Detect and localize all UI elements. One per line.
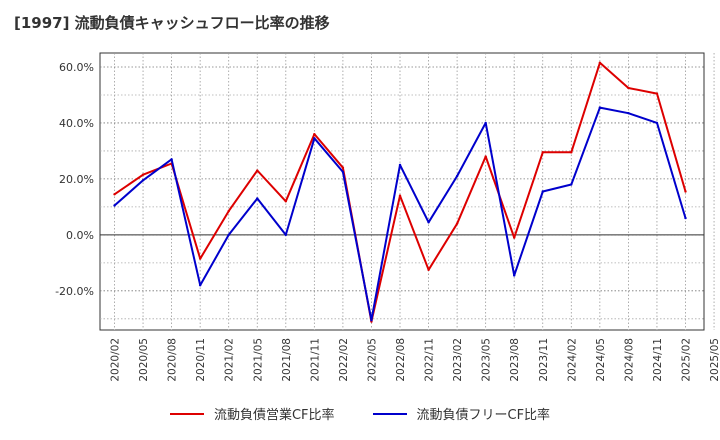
y-tick-label: 60.0% — [59, 61, 94, 74]
y-tick-label: -20.0% — [55, 285, 94, 298]
data-point-operating-cf — [427, 268, 430, 272]
x-tick-label: 2020/11 — [195, 338, 207, 382]
x-tick-label: 2023/11 — [538, 338, 550, 382]
x-tick-label: 2024/08 — [623, 338, 635, 382]
data-point-free-cf — [341, 170, 345, 174]
x-tick-label: 2020/08 — [167, 338, 179, 382]
data-point-operating-cf — [256, 169, 259, 172]
data-point-free-cf — [598, 106, 602, 109]
data-point-free-cf — [198, 284, 202, 287]
x-tick-label: 2022/05 — [366, 338, 378, 382]
x-tick-label: 2024/02 — [566, 338, 578, 382]
legend-swatch-free — [372, 412, 407, 415]
data-point-operating-cf — [513, 236, 516, 239]
x-tick-label: 2023/02 — [452, 338, 464, 382]
data-point-operating-cf — [598, 61, 602, 64]
data-point-free-cf — [256, 197, 259, 200]
data-point-operating-cf — [141, 173, 145, 176]
chart-title: [1997] 流動負債キャッシュフロー比率の推移 — [14, 14, 330, 32]
legend-label-operating: 流動負債営業CF比率 — [213, 408, 335, 423]
x-tick-label: 2022/02 — [338, 338, 350, 382]
x-tick-label: 2021/02 — [224, 338, 236, 382]
data-point-free-cf — [655, 121, 659, 125]
x-tick-label: 2022/11 — [424, 338, 436, 382]
x-tick-label: 2025/02 — [681, 338, 693, 382]
x-tick-label: 2023/08 — [509, 338, 521, 382]
data-point-operating-cf — [627, 86, 630, 90]
x-tick-label: 2025/05 — [709, 338, 720, 382]
data-point-free-cf — [427, 221, 430, 224]
data-point-free-cf — [455, 174, 459, 178]
data-point-free-cf — [541, 190, 544, 193]
data-point-operating-cf — [655, 92, 659, 95]
data-point-free-cf — [113, 204, 116, 207]
x-tick-label: 2021/08 — [281, 338, 293, 382]
x-tick-label: 2022/08 — [395, 338, 407, 382]
data-point-free-cf — [370, 319, 373, 322]
legend-item-operating: 流動負債営業CF比率 — [169, 404, 335, 423]
chart-legend: 流動負債営業CF比率 流動負債フリーCF比率 — [0, 404, 720, 423]
data-point-operating-cf — [398, 194, 402, 197]
x-tick-label: 2020/05 — [138, 338, 150, 382]
legend-label-free: 流動負債フリーCF比率 — [416, 408, 551, 423]
data-point-operating-cf — [198, 257, 202, 260]
data-point-free-cf — [170, 158, 173, 161]
data-point-operating-cf — [227, 209, 230, 213]
data-point-operating-cf — [570, 151, 573, 154]
y-tick-label: 20.0% — [59, 173, 94, 186]
plot-frame — [99, 52, 705, 331]
y-tick-label: 40.0% — [59, 117, 94, 130]
data-point-free-cf — [513, 274, 516, 277]
x-tick-label: 2021/11 — [309, 338, 321, 382]
x-tick-label: 2024/11 — [652, 338, 664, 382]
x-tick-label: 2023/05 — [481, 338, 493, 382]
data-point-free-cf — [398, 163, 402, 167]
data-point-free-cf — [627, 111, 630, 115]
data-point-operating-cf — [113, 193, 116, 196]
data-point-free-cf — [313, 137, 316, 140]
data-point-free-cf — [484, 121, 487, 125]
data-point-free-cf — [284, 233, 287, 237]
data-point-operating-cf — [684, 190, 687, 193]
legend-item-free: 流動負債フリーCF比率 — [372, 404, 551, 423]
y-tick-label: 0.0% — [66, 229, 94, 242]
x-tick-label: 2021/05 — [252, 338, 264, 382]
x-tick-label: 2024/05 — [595, 338, 607, 382]
data-point-operating-cf — [484, 155, 487, 158]
legend-swatch-operating — [169, 412, 204, 415]
data-point-operating-cf — [541, 151, 544, 154]
data-point-operating-cf — [313, 132, 316, 136]
data-point-free-cf — [141, 179, 145, 182]
data-point-free-cf — [227, 233, 230, 237]
data-point-operating-cf — [341, 166, 345, 169]
data-point-free-cf — [570, 183, 573, 186]
x-tick-label: 2020/02 — [110, 338, 122, 382]
data-point-free-cf — [684, 216, 687, 220]
data-point-operating-cf — [284, 200, 287, 203]
data-point-operating-cf — [455, 222, 459, 225]
